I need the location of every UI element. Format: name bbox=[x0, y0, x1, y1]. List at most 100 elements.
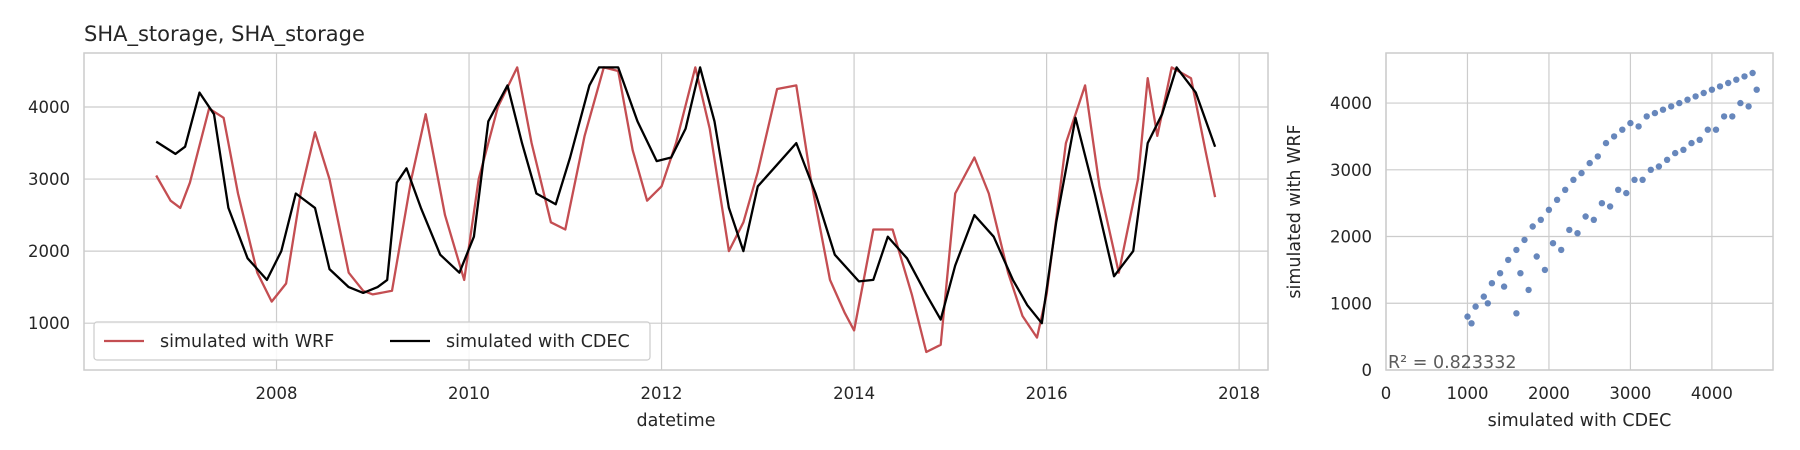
scatter-point bbox=[1533, 253, 1540, 260]
timeseries-ytick-label: 1000 bbox=[28, 314, 70, 333]
scatter-ylabel: simulated with WRF bbox=[1285, 124, 1305, 298]
cdec-series-line bbox=[155, 66, 1217, 325]
scatter-point bbox=[1725, 79, 1732, 87]
scatter-point bbox=[1647, 166, 1655, 173]
scatter-point bbox=[1668, 103, 1675, 110]
scatter-point bbox=[1606, 203, 1614, 210]
scatter-ytick-label: 0 bbox=[1362, 361, 1373, 380]
scatter-point bbox=[1574, 230, 1581, 237]
scatter-point bbox=[1643, 113, 1650, 120]
scatter-point bbox=[1708, 86, 1716, 93]
scatter-point bbox=[1716, 83, 1724, 90]
scatter-point bbox=[1737, 99, 1744, 107]
scatter-point bbox=[1598, 200, 1606, 207]
chart-title: SHA_storage, SHA_storage bbox=[84, 22, 365, 47]
legend-box bbox=[93, 321, 651, 361]
scatter-point bbox=[1586, 159, 1593, 167]
timeseries-xtick-label: 2008 bbox=[256, 384, 298, 403]
scatter-point bbox=[1541, 266, 1549, 274]
scatter-point bbox=[1635, 123, 1642, 130]
scatter-ytick-label: 1000 bbox=[1330, 294, 1372, 313]
scatter-point bbox=[1700, 89, 1707, 97]
scatter-ytick-label: 2000 bbox=[1330, 228, 1372, 247]
legend-label-wrf: simulated with WRF bbox=[160, 332, 334, 352]
scatter-point bbox=[1676, 99, 1683, 107]
timeseries-lines bbox=[155, 66, 1217, 354]
scatter-point bbox=[1578, 169, 1585, 177]
scatter-point bbox=[1582, 213, 1589, 220]
timeseries-ytick-label: 4000 bbox=[28, 98, 70, 117]
scatter-point bbox=[1631, 176, 1638, 183]
scatter-point bbox=[1570, 176, 1577, 183]
scatter-point bbox=[1753, 86, 1760, 93]
scatter-point bbox=[1513, 310, 1520, 317]
timeseries-xtick-label: 2014 bbox=[833, 384, 875, 403]
scatter-xlabel: simulated with CDEC bbox=[1488, 411, 1672, 431]
legend: simulated with WRF simulated with CDEC bbox=[93, 321, 651, 361]
scatter-point bbox=[1496, 270, 1504, 277]
scatter-point bbox=[1704, 126, 1712, 133]
scatter-point bbox=[1733, 76, 1740, 83]
scatter-point bbox=[1472, 303, 1479, 310]
scatter-point bbox=[1505, 256, 1512, 264]
timeseries-xtick-label: 2018 bbox=[1218, 384, 1260, 403]
timeseries-ytick-label: 2000 bbox=[28, 242, 70, 261]
scatter-point bbox=[1745, 103, 1752, 110]
scatter-point bbox=[1712, 126, 1720, 133]
scatter-point bbox=[1729, 113, 1736, 120]
timeseries-xticks: 2008 2010 2012 2014 2016 2018 bbox=[256, 384, 1261, 403]
scatter-point bbox=[1684, 96, 1691, 103]
scatter-point bbox=[1488, 280, 1496, 287]
scatter-point bbox=[1610, 133, 1618, 140]
scatter-point bbox=[1480, 293, 1488, 300]
scatter-point bbox=[1525, 286, 1532, 294]
scatter-point bbox=[1741, 73, 1748, 80]
scatter-point bbox=[1655, 163, 1663, 170]
timeseries-plot: 2008 2010 2012 2014 2016 2018 1000 2000 3000 400… bbox=[28, 22, 1269, 431]
scatter-point bbox=[1566, 226, 1573, 234]
scatter-xtick-label: 2000 bbox=[1528, 384, 1570, 403]
scatter-point bbox=[1688, 139, 1695, 147]
scatter-xticks: 0 1000 2000 3000 4000 bbox=[1381, 384, 1733, 403]
timeseries-xlabel: datetime bbox=[637, 411, 716, 431]
scatter-point bbox=[1468, 320, 1475, 327]
scatter-point bbox=[1537, 216, 1545, 223]
scatter-point bbox=[1558, 246, 1565, 254]
scatter-plot: 0 1000 2000 3000 4000 0 1000 2000 3000 4000 simu… bbox=[1285, 52, 1774, 431]
timeseries-xtick-label: 2010 bbox=[448, 384, 490, 403]
scatter-point bbox=[1549, 240, 1557, 247]
timeseries-xtick-label: 2016 bbox=[1026, 384, 1068, 403]
scatter-ytick-label: 3000 bbox=[1330, 161, 1372, 180]
scatter-point bbox=[1749, 69, 1756, 77]
scatter-point bbox=[1615, 186, 1622, 193]
scatter-point bbox=[1484, 300, 1492, 307]
scatter-point bbox=[1619, 126, 1626, 133]
scatter-point bbox=[1513, 246, 1520, 254]
scatter-point bbox=[1590, 216, 1598, 223]
scatter-point bbox=[1500, 283, 1508, 290]
scatter-ytick-label: 4000 bbox=[1330, 94, 1372, 113]
r-squared-annotation: R² = 0.823332 bbox=[1388, 353, 1516, 373]
scatter-point bbox=[1680, 146, 1687, 153]
scatter-point bbox=[1545, 206, 1553, 213]
scatter-point bbox=[1692, 93, 1699, 100]
scatter-point bbox=[1663, 156, 1671, 163]
scatter-yticks: 0 1000 2000 3000 4000 bbox=[1330, 94, 1372, 380]
scatter-point bbox=[1720, 113, 1728, 120]
scatter-gridlines bbox=[1385, 53, 1773, 371]
timeseries-frame bbox=[83, 52, 1269, 371]
scatter-point bbox=[1521, 236, 1528, 244]
scatter-point bbox=[1553, 196, 1561, 203]
scatter-points bbox=[1464, 69, 1760, 327]
scatter-point bbox=[1464, 313, 1471, 320]
scatter-frame bbox=[1385, 52, 1774, 371]
timeseries-ytick-label: 3000 bbox=[28, 170, 70, 189]
scatter-point bbox=[1639, 176, 1646, 183]
scatter-xtick-label: 4000 bbox=[1691, 384, 1733, 403]
scatter-point bbox=[1517, 270, 1524, 277]
scatter-point bbox=[1659, 106, 1667, 113]
scatter-point bbox=[1651, 109, 1659, 117]
scatter-point bbox=[1594, 153, 1602, 160]
scatter-point bbox=[1602, 139, 1610, 147]
